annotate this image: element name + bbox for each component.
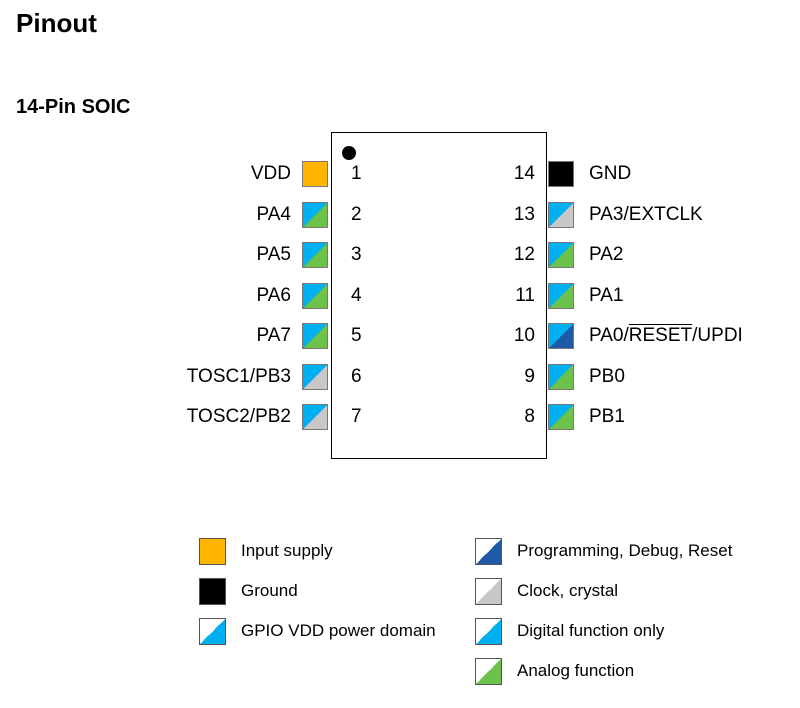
pin-type-swatch [302,363,328,390]
legend-swatch [199,578,226,605]
pin-14: 14 GND [0,161,800,187]
pin-number: 1 [351,163,362,184]
pin-label-part: /UPDI [692,325,743,346]
pin-number: 9 [524,365,535,387]
pin-label: PA0/RESET/UPDI [589,323,743,349]
pin-type-swatch [548,323,574,349]
pin-label: PA2 [589,244,624,265]
pin1-marker [342,146,356,160]
pin-4: PA6 4 [0,282,400,309]
page-title: Pinout [16,8,97,38]
pin-11: 11 PA1 [0,282,800,309]
pin-label: GND [589,163,632,184]
pin-label: PA6 [256,284,291,306]
legend-label: Input supply [241,541,333,560]
pin-number: 3 [351,244,362,265]
legend-swatch [475,658,502,685]
pin-2: PA4 2 [0,201,400,228]
pin-type-swatch [548,363,574,390]
pin-10: 10 PA0/RESET/UPDI [0,323,800,349]
pin-5: PA7 5 [0,323,400,349]
pin-number: 11 [515,284,535,306]
pin-label-part: PA0/ [589,325,629,346]
package-title: 14-Pin SOIC [16,96,131,118]
pin-type-swatch [302,201,328,228]
pin-9: 9 PB0 [0,363,800,390]
pin-number: 10 [513,325,535,346]
pin-number: 6 [351,365,362,387]
pin-label: PA4 [256,203,291,225]
pin-number: 2 [351,203,362,225]
pin-8: 8 PB1 [0,404,800,430]
pin-12: 12 PA2 [0,242,800,268]
ic-body [331,132,547,459]
pin-number: 8 [524,406,535,427]
legend-label: Clock, crystal [517,581,619,600]
pin-label: PA7 [256,325,291,346]
legend-swatch [475,618,502,645]
legend-label: Analog function [517,661,635,680]
pin-label: VDD [250,163,291,184]
reset-overline-label: RESET [628,325,693,346]
pin-number: 5 [351,325,362,346]
legend-swatch [199,618,226,645]
legend-label: Ground [241,581,298,600]
pin-1: VDD 1 [0,161,400,187]
pin-label: PB0 [589,365,625,387]
pin-label: PA3/EXTCLK [589,203,703,225]
pin-type-swatch [302,242,328,268]
pin-13: 13 PA3/EXTCLK [0,201,800,228]
pin-number: 4 [351,284,362,306]
pin-label: TOSC1/PB3 [186,365,291,387]
pin-type-swatch [302,404,328,430]
pin-type-swatch [302,282,328,309]
pin-type-swatch [548,161,574,187]
pin-type-swatch [302,161,328,187]
pin-type-swatch [548,282,574,309]
pin-type-swatch [548,242,574,268]
pin-number: 7 [351,406,362,427]
pin-label: PA1 [589,284,624,306]
legend-label: Digital function only [517,621,665,640]
pin-type-swatch [548,404,574,430]
legend-swatch [199,538,226,565]
legend-swatch [475,538,502,565]
pin-number: 14 [513,163,535,184]
pin-type-swatch [548,201,574,228]
legend-label: GPIO VDD power domain [241,621,436,640]
legend-label: Programming, Debug, Reset [517,541,733,560]
pin-7: TOSC2/PB2 7 [0,404,400,430]
pin-label: PB1 [589,406,625,427]
legend-swatch [475,578,502,605]
pin-3: PA5 3 [0,242,400,268]
pin-type-swatch [302,323,328,349]
pin-6: TOSC1/PB3 6 [0,363,400,390]
pin-label: PA5 [256,244,291,265]
pin-number: 12 [513,244,535,265]
pin-label: TOSC2/PB2 [186,406,291,427]
pin-number: 13 [513,203,535,225]
